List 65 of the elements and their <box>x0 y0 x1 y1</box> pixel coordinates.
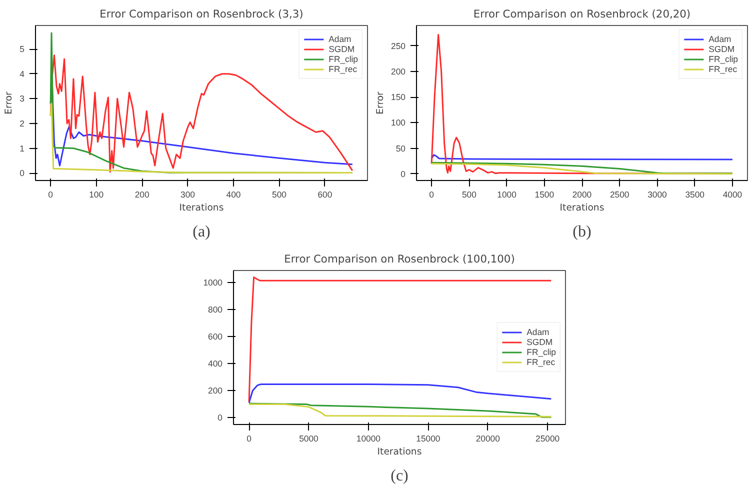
x-tick-label: 300 <box>180 190 196 200</box>
y-tick-label: 50 <box>396 143 406 154</box>
y-tick-label: 200 <box>391 66 406 77</box>
y-tick-label: 1000 <box>203 278 223 288</box>
x-tick-label: 2000 <box>572 190 592 200</box>
x-tick-label: 0 <box>48 190 54 200</box>
x-tick-label: 3000 <box>648 190 668 200</box>
y-tick-label: 4 <box>20 68 25 79</box>
x-tick-label: 1500 <box>534 190 554 200</box>
x-tick-label: 0 <box>246 434 252 444</box>
y-tick-label: 3 <box>20 94 25 104</box>
x-tick-label: 0 <box>429 190 434 200</box>
legend-label: FR_rec <box>526 357 556 367</box>
legend-label: Adam <box>328 34 352 44</box>
x-tick-label: 600 <box>318 190 332 200</box>
x-tick-label: 200 <box>134 190 150 200</box>
y-tick-label: 0 <box>20 168 25 178</box>
text: (c) <box>390 468 408 484</box>
chart-title: Error Comparison on Rosenbrock (20,20) <box>473 8 691 20</box>
y-tick-label: 200 <box>208 386 223 396</box>
y-tick-label: 0 <box>218 412 223 423</box>
y-tick-label: 400 <box>208 358 223 369</box>
y-tick-label: 1 <box>20 143 25 154</box>
line-series <box>50 102 354 174</box>
line-series <box>248 383 552 404</box>
legend-label: FR_clip <box>526 347 556 357</box>
y-tick-label: 250 <box>391 40 406 51</box>
x-tick-label: 3500 <box>685 190 705 200</box>
y-tick-label: 600 <box>208 332 223 342</box>
x-tick-label: 500 <box>272 190 287 200</box>
legend-label: FR_clip <box>708 54 738 64</box>
y-tick-label: 800 <box>208 304 223 315</box>
y-tick-label: 150 <box>391 92 406 102</box>
text: (a) <box>192 224 210 240</box>
legend-label: SGDM <box>328 44 355 54</box>
x-tick-label: 2500 <box>610 190 630 200</box>
legend-label: FR_rec <box>708 64 738 74</box>
legend-label: FR_rec <box>328 64 358 74</box>
x-axis-title: Iterations <box>377 446 422 458</box>
y-tick-label: 0 <box>400 168 406 179</box>
chart-title: Error Comparison on Rosenbrock (100,100) <box>284 252 515 266</box>
legend-label: Adam <box>708 34 732 44</box>
legend-label: FR_clip <box>328 54 358 64</box>
y-tick-label: 2 <box>20 118 25 128</box>
y-tick-label: 5 <box>20 44 25 54</box>
x-tick-label: 1000 <box>497 190 517 200</box>
x-axis-title: Iterations <box>560 202 604 214</box>
x-tick-label: 15000 <box>416 434 440 444</box>
x-tick-label: 25000 <box>536 434 560 444</box>
x-tick-label: 10000 <box>356 434 381 444</box>
y-axis-title: Error <box>375 91 386 114</box>
legend-label: SGDM <box>708 44 735 54</box>
text: (b) <box>572 224 592 240</box>
x-tick-label: 5000 <box>299 434 319 444</box>
chart-title: Error Comparison on Rosenbrock (3,3) <box>100 8 304 20</box>
x-tick-label: 500 <box>462 190 477 200</box>
legend-label: SGDM <box>526 337 553 347</box>
x-axis-title: Iterations <box>179 202 224 214</box>
legend-label: Adam <box>526 327 550 337</box>
x-tick-label: 4000 <box>722 190 742 200</box>
y-axis-title: Error <box>4 91 15 114</box>
y-tick-label: 100 <box>391 118 406 128</box>
x-tick-label: 400 <box>226 190 241 200</box>
x-tick-label: 100 <box>89 190 104 200</box>
x-tick-label: 20000 <box>476 434 500 444</box>
